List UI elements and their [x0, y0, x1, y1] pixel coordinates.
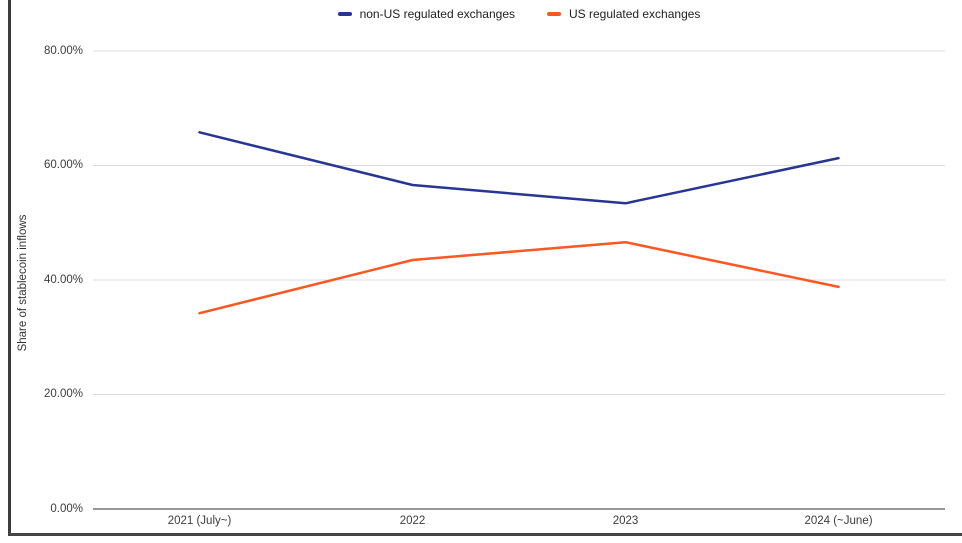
series-line-0	[198, 131, 840, 205]
window-left-border	[8, 0, 11, 536]
legend-swatch-us-icon	[547, 12, 561, 16]
legend-item-non-us-exchanges: non-US regulated exchanges	[337, 7, 515, 21]
window-bottom-border	[8, 533, 962, 536]
legend-item-us-exchanges: US regulated exchanges	[547, 7, 700, 21]
legend-label-us: US regulated exchanges	[569, 7, 701, 21]
x-tick-label: 2022	[399, 515, 426, 527]
chart-legend: non-US regulated exchanges US regulated …	[93, 7, 945, 21]
x-tick-label: 2024 (~June)	[804, 515, 873, 527]
y-tick-label: 40.00%	[43, 273, 83, 286]
y-tick-label: 60.00%	[43, 159, 83, 171]
y-tick-label: 0.00%	[50, 502, 83, 515]
y-tick-label: 80.00%	[43, 44, 83, 57]
x-tick-label: 2023	[612, 515, 639, 527]
x-tick-label: 2021 (July~)	[167, 515, 232, 527]
legend-label-non-us: non-US regulated exchanges	[359, 7, 515, 21]
legend-swatch-non-us-icon	[337, 12, 352, 16]
y-tick-label: 20.00%	[43, 388, 83, 400]
series-line-1	[198, 240, 840, 315]
